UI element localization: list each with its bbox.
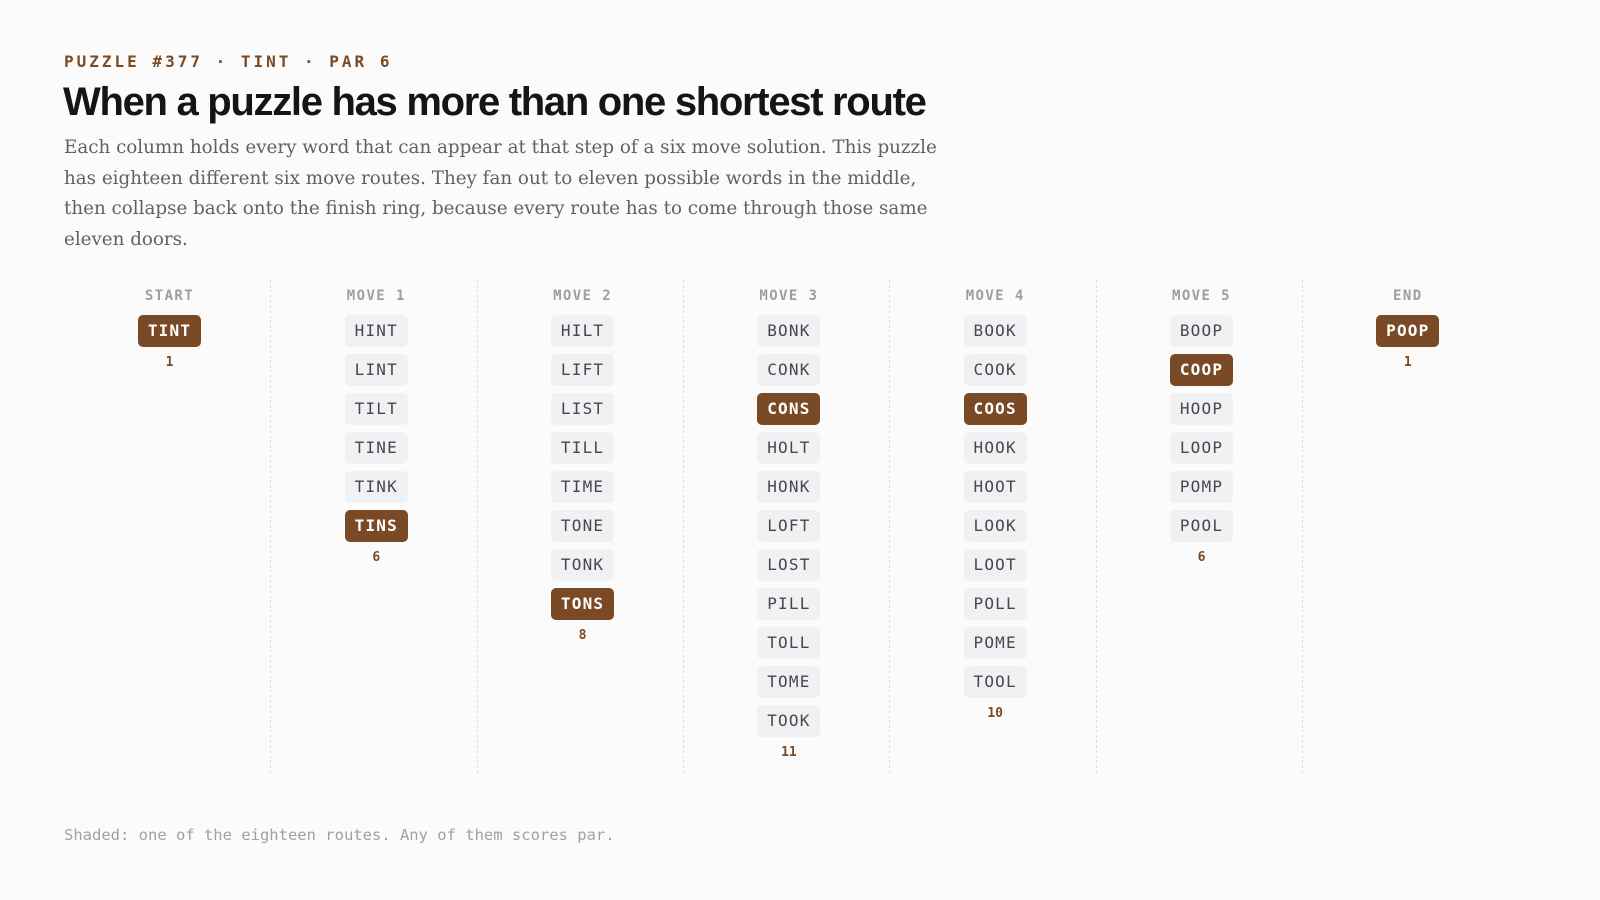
word-chip: HILT: [551, 315, 615, 347]
word-count: 6: [372, 550, 381, 565]
word-chip: LIFT: [551, 354, 615, 386]
puzzle-eyebrow: PUZZLE #377 · TINT · PAR 6: [64, 52, 393, 71]
word-list: BOOP COOP HOOP LOOP POMP POOL: [1170, 315, 1233, 542]
word-list: POOP: [1376, 315, 1440, 347]
column-header: START: [144, 288, 195, 304]
word-chip: POME: [963, 627, 1027, 659]
word-list: HINT LINT TILT TINE TINK TINS: [344, 315, 408, 542]
word-chip: COOK: [963, 354, 1027, 386]
word-chip: HOLT: [757, 432, 821, 464]
word-chip: BOOP: [1170, 315, 1233, 347]
word-count: 8: [578, 628, 587, 643]
page-title: When a puzzle has more than one shortest…: [63, 80, 927, 124]
word-list: BONK CONK CONS HOLT HONK LOFT LOST PILL TOLL TOME…: [757, 315, 821, 737]
word-chip: LOOT: [963, 549, 1027, 581]
word-chip: HOOT: [963, 471, 1027, 503]
route-board: START TINT 1 MOVE 1 HINT LINT TILT TINE TINK TINS…: [64, 280, 1538, 773]
word-chip: HINT: [344, 315, 408, 347]
word-chip: TINE: [344, 432, 408, 464]
footer-note: Shaded: one of the eighteen routes. Any …: [64, 826, 615, 844]
word-chip-highlighted: TONS: [551, 588, 615, 620]
word-chip: TOME: [757, 666, 821, 698]
word-chip: TONE: [551, 510, 615, 542]
word-count: 1: [1403, 355, 1412, 370]
word-chip: TILL: [551, 432, 615, 464]
word-chip: POMP: [1170, 471, 1233, 503]
word-chip: HOOK: [963, 432, 1027, 464]
word-list: BOOK COOK COOS HOOK HOOT LOOK LOOT POLL POME TOOL: [963, 315, 1027, 698]
word-count: 1: [165, 355, 174, 370]
word-list: HILT LIFT LIST TILL TIME TONE TONK TONS: [551, 315, 615, 620]
column-header: END: [1393, 288, 1423, 304]
column-header: MOVE 2: [553, 288, 613, 304]
word-chip: LIST: [551, 393, 615, 425]
word-chip-highlighted: COOS: [963, 393, 1027, 425]
column-move-3: MOVE 3 BONK CONK CONS HOLT HONK LOFT LOST PILL TO…: [682, 280, 894, 773]
column-move-4: MOVE 4 BOOK COOK COOS HOOK HOOT LOOK LOOT POLL PO…: [889, 280, 1100, 773]
word-chip: TINK: [344, 471, 408, 503]
word-chip: CONK: [757, 354, 821, 386]
word-count: 10: [987, 706, 1004, 721]
word-count: 6: [1197, 550, 1206, 565]
word-count: 11: [781, 745, 797, 760]
word-chip: POLL: [963, 588, 1027, 620]
column-start: START TINT 1: [64, 280, 275, 773]
word-list: TINT: [138, 315, 201, 347]
column-header: MOVE 3: [759, 288, 819, 304]
word-chip: LOOP: [1170, 432, 1233, 464]
column-move-2: MOVE 2 HILT LIFT LIST TILL TIME TONE TONK TONS 8: [476, 280, 688, 773]
word-chip-highlighted: TINS: [344, 510, 408, 542]
word-chip: BONK: [757, 315, 821, 347]
word-chip: POOL: [1170, 510, 1233, 542]
word-chip: LOFT: [757, 510, 821, 542]
word-chip: BOOK: [963, 315, 1027, 347]
word-chip: TOOK: [757, 705, 821, 737]
word-chip: TILT: [344, 393, 408, 425]
word-chip-highlighted: CONS: [757, 393, 821, 425]
page-description: Each column holds every word that can ap…: [64, 137, 937, 250]
word-chip: TOLL: [757, 627, 821, 659]
word-chip: LOST: [757, 549, 821, 581]
word-chip-highlighted: COOP: [1170, 354, 1233, 386]
word-chip-highlighted: TINT: [138, 315, 201, 347]
word-chip: HOOP: [1170, 393, 1233, 425]
column-end: END POOP 1: [1301, 280, 1513, 773]
column-move-1: MOVE 1 HINT LINT TILT TINE TINK TINS 6: [270, 280, 481, 773]
word-chip: LOOK: [963, 510, 1027, 542]
word-chip: LINT: [344, 354, 408, 386]
word-chip: HONK: [757, 471, 821, 503]
column-header: MOVE 4: [965, 288, 1025, 304]
word-chip: PILL: [757, 588, 821, 620]
word-chip: TIME: [551, 471, 615, 503]
column-move-5: MOVE 5 BOOP COOP HOOP LOOP POMP POOL 6: [1095, 280, 1307, 773]
word-chip: TONK: [551, 549, 615, 581]
word-chip-highlighted: POOP: [1376, 315, 1440, 347]
column-header: MOVE 5: [1172, 288, 1231, 304]
column-header: MOVE 1: [346, 288, 406, 304]
word-chip: TOOL: [963, 666, 1027, 698]
